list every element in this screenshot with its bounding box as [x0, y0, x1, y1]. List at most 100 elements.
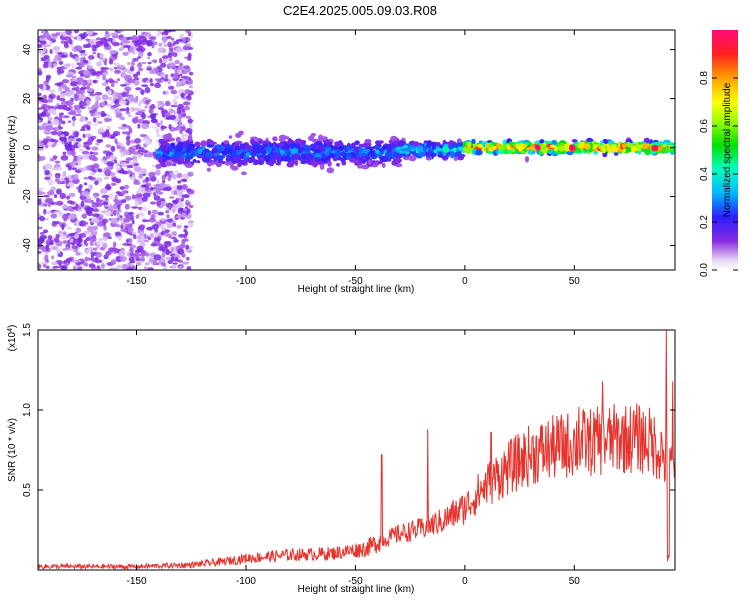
- heatmap-cell: [319, 164, 325, 170]
- heatmap-cell: [161, 58, 168, 64]
- heatmap-cell: [172, 40, 180, 45]
- heatmap-cell: [501, 144, 507, 151]
- heatmap-cell: [102, 72, 109, 76]
- heatmap-cell: [67, 111, 76, 116]
- heatmap-cell: [80, 57, 84, 64]
- heatmap-cell: [426, 141, 431, 147]
- heatmap-cell: [361, 152, 368, 157]
- heatmap-cell: [129, 260, 136, 264]
- heatmap-cell: [338, 146, 344, 151]
- heatmap-y-label: Frequency (Hz): [7, 116, 18, 185]
- heatmap-cell: [610, 144, 618, 148]
- heatmap-cell: [326, 155, 332, 159]
- heatmap-cell: [177, 189, 184, 195]
- heatmap-cell: [48, 239, 55, 246]
- heatmap-cell: [86, 43, 92, 48]
- heatmap-cell: [310, 132, 316, 137]
- heatmap-cell: [209, 141, 217, 145]
- heatmap-cell: [61, 224, 65, 231]
- heatmap-cell: [54, 194, 58, 199]
- heatmap-cell: [183, 105, 190, 111]
- heatmap-cell: [79, 128, 87, 132]
- heatmap-cell: [117, 251, 126, 257]
- heatmap-cell: [133, 77, 140, 81]
- heatmap-cell: [89, 236, 97, 243]
- snr-y-label: SNR (10 * v/v): [7, 418, 18, 482]
- heatmap-cell: [571, 139, 578, 143]
- heatmap-cell: [47, 179, 54, 186]
- colorbar-tick-label: 0.2: [699, 215, 710, 229]
- heatmap-cell: [120, 161, 128, 168]
- heatmap-cell: [62, 240, 68, 244]
- heatmap-cell: [158, 246, 165, 252]
- heatmap-cell: [38, 119, 42, 123]
- heatmap-cell: [122, 217, 131, 223]
- heatmap-cell: [157, 30, 161, 35]
- heatmap-cell: [67, 138, 76, 142]
- heatmap-cell: [151, 44, 155, 49]
- heatmap-cell: [71, 62, 75, 69]
- heatmap-cell: [83, 176, 89, 180]
- heatmap-cell: [96, 52, 101, 59]
- heatmap-y-tick-label: 0: [22, 144, 33, 150]
- heatmap-cell: [140, 89, 145, 95]
- heatmap-cell: [91, 203, 97, 208]
- heatmap-cell: [314, 157, 322, 163]
- heatmap-cell: [385, 143, 391, 151]
- heatmap-cell: [122, 45, 131, 48]
- heatmap-cell: [103, 61, 108, 66]
- heatmap-cell: [111, 105, 119, 108]
- heatmap-cell: [91, 104, 100, 110]
- heatmap-cell: [119, 100, 127, 104]
- heatmap-cell: [276, 149, 281, 154]
- heatmap-cell: [165, 221, 171, 226]
- heatmap-cell: [187, 55, 192, 61]
- heatmap-cell: [143, 266, 148, 270]
- heatmap-cell: [104, 117, 112, 122]
- heatmap-cell: [127, 78, 136, 84]
- heatmap-cell: [613, 152, 619, 156]
- heatmap-cell: [183, 101, 191, 106]
- heatmap-cell: [214, 160, 219, 166]
- heatmap-cell: [251, 155, 256, 159]
- snr-y-tick-label: 1.5: [22, 323, 33, 337]
- heatmap-cell: [176, 126, 182, 131]
- heatmap-cell: [158, 107, 164, 110]
- heatmap-cell: [116, 145, 122, 150]
- heatmap-cell: [181, 241, 186, 248]
- heatmap-cell: [226, 154, 231, 159]
- heatmap-cell: [167, 260, 173, 264]
- heatmap-cell: [117, 204, 121, 211]
- heatmap-cell: [156, 100, 165, 104]
- heatmap-cell: [182, 160, 190, 165]
- heatmap-cell: [102, 201, 109, 206]
- heatmap-cell: [40, 98, 45, 103]
- heatmap-y-tick-label: 20: [22, 93, 33, 105]
- heatmap-cell: [593, 144, 598, 149]
- heatmap-cell: [88, 246, 94, 250]
- heatmap-cell: [150, 103, 155, 110]
- heatmap-cell: [182, 45, 189, 50]
- heatmap-cell: [185, 127, 193, 134]
- heatmap-cell: [150, 118, 158, 123]
- heatmap-cell: [666, 147, 671, 152]
- heatmap-cell: [177, 103, 184, 110]
- heatmap-cell: [119, 108, 127, 112]
- heatmap-cell: [71, 160, 76, 166]
- heatmap-cell: [354, 146, 360, 153]
- heatmap-cell: [71, 248, 76, 252]
- colorbar-tick-label: 0.6: [699, 119, 710, 133]
- heatmap-cell: [109, 49, 117, 55]
- heatmap-cell: [178, 123, 186, 127]
- heatmap-cell: [86, 146, 91, 151]
- heatmap-cell: [110, 182, 117, 186]
- heatmap-cell: [135, 261, 142, 266]
- heatmap-cell: [60, 40, 65, 44]
- heatmap-cell: [73, 155, 77, 162]
- heatmap-cell: [115, 178, 121, 184]
- heatmap-cell: [181, 212, 187, 219]
- heatmap-cell: [168, 57, 173, 62]
- heatmap-cell: [92, 225, 99, 230]
- heatmap-cell: [113, 210, 117, 216]
- heatmap-cell: [559, 145, 565, 152]
